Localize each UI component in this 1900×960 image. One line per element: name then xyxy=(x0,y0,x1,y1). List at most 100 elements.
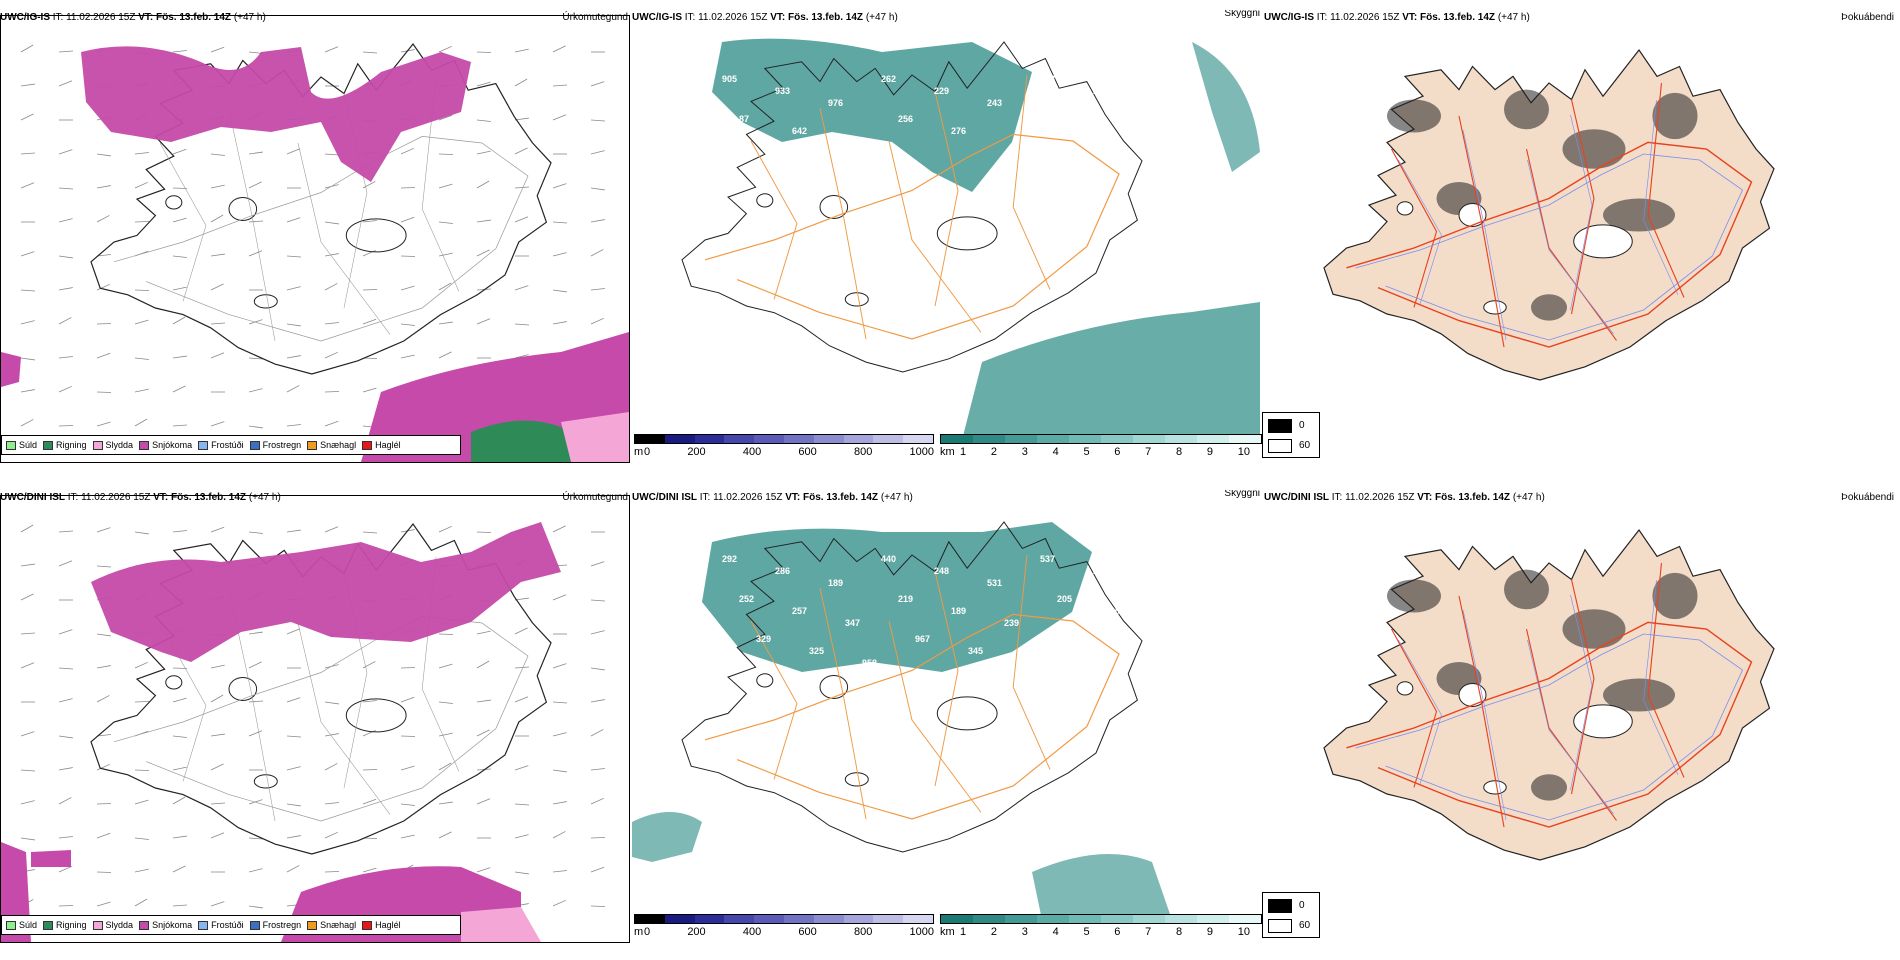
legend-item: Snjókoma xyxy=(139,440,192,450)
wind-barb xyxy=(325,154,339,155)
wind-barb xyxy=(515,697,528,702)
visibility-scale-bar xyxy=(940,434,1262,444)
legend-label: Rigning xyxy=(56,920,87,930)
wind-barb xyxy=(173,866,186,872)
road-network xyxy=(298,623,390,814)
scale-tick-label: 2 xyxy=(991,926,997,938)
visibility-value-label: 933 xyxy=(775,86,790,96)
fog-cell xyxy=(1504,570,1549,610)
wind-barb xyxy=(591,798,604,804)
wind-barb xyxy=(173,386,186,392)
wind-barb xyxy=(477,120,491,121)
wind-barb xyxy=(135,662,148,668)
legend-swatch xyxy=(198,921,208,930)
legend-label: Snæhagl xyxy=(320,920,356,930)
fog-index-map xyxy=(1304,520,1864,950)
wind-barb xyxy=(59,288,73,290)
wind-barb xyxy=(325,47,338,52)
wind-barb xyxy=(59,317,71,324)
precip-type-panel-row1: UWC/IG-IS IT: 11.02.2026 15Z VT: Fös. 13… xyxy=(0,10,630,480)
forecast-offset: (+47 h) xyxy=(866,12,898,23)
scale-segment xyxy=(844,915,874,923)
wind-barb xyxy=(553,770,567,772)
road-network xyxy=(751,141,797,299)
sleet-area xyxy=(461,907,541,942)
legend-swatch xyxy=(93,441,103,450)
wind-barb xyxy=(439,664,452,668)
wind-barb xyxy=(173,356,187,358)
wind-barb xyxy=(97,833,110,838)
visibility-value-label: 286 xyxy=(775,566,790,576)
visibility-panel-row2: UWC/DINI ISL IT: 11.02.2026 15Z VT: Fös.… xyxy=(632,490,1262,960)
scale-segment xyxy=(754,435,784,443)
fog-index-map xyxy=(1304,40,1864,470)
wind-barb xyxy=(363,221,377,222)
legend-label: Haglél xyxy=(375,920,401,930)
wind-barb xyxy=(591,700,605,702)
wind-barb xyxy=(21,114,34,120)
glacier-outline xyxy=(757,674,773,687)
scale-segment xyxy=(814,435,844,443)
road-network xyxy=(229,110,275,341)
wind-barb xyxy=(439,222,453,223)
wind-barb xyxy=(21,525,33,532)
wind-barb xyxy=(97,666,111,668)
elevation-scale-unit: m xyxy=(634,446,643,458)
fog-cell xyxy=(1563,609,1626,649)
panel-title: Þokuábendi xyxy=(1841,490,1894,506)
visibility-value-label: 276 xyxy=(951,126,966,136)
valid-time: VT: Fös. 13.feb. 14Z xyxy=(785,492,878,503)
scale-tick-label: 3 xyxy=(1022,926,1028,938)
wind-barb xyxy=(173,287,187,290)
visibility-map: 2922861894402485315372233862522573472191… xyxy=(632,512,1262,920)
fog-cell xyxy=(1531,774,1567,800)
wind-barb xyxy=(21,564,35,566)
visibility-value-label: 345 xyxy=(968,646,983,656)
precip-type-map xyxy=(1,32,629,462)
wind-barb xyxy=(59,531,73,532)
wind-barb xyxy=(173,767,187,770)
low-visibility-area xyxy=(632,812,702,862)
scale-segment xyxy=(941,915,973,923)
fog-cell xyxy=(1563,129,1626,169)
glacier-outline xyxy=(1397,682,1413,695)
wind-barb xyxy=(97,422,110,426)
wind-barb xyxy=(173,218,186,222)
legend-item: Rigning xyxy=(43,920,87,930)
scale-tick-label: 200 xyxy=(687,926,705,938)
wind-barb xyxy=(325,702,339,704)
wind-barb xyxy=(173,797,185,804)
wind-barb xyxy=(21,390,35,392)
wind-barb xyxy=(591,289,605,290)
wind-barb xyxy=(591,220,605,222)
visibility-value-label: 262 xyxy=(881,74,896,84)
wind-barb xyxy=(553,222,567,223)
wind-barb xyxy=(477,661,489,668)
forecast-offset: (+47 h) xyxy=(1498,12,1530,23)
scale-tick-label: 800 xyxy=(854,446,872,458)
wind-barb xyxy=(439,46,452,52)
visibility-value-label: 958 xyxy=(862,658,877,668)
wind-barb xyxy=(477,631,491,634)
wind-barb xyxy=(401,835,415,838)
scale-segment xyxy=(1069,915,1101,923)
wind-barb xyxy=(553,831,565,838)
wind-barb xyxy=(249,251,262,256)
glacier-outline xyxy=(937,217,997,250)
wind-barb xyxy=(287,629,300,634)
wind-barb xyxy=(287,287,301,290)
wind-barb xyxy=(325,222,339,224)
scale-segment xyxy=(724,435,754,443)
wind-barb xyxy=(249,701,263,702)
scale-tick-label: 200 xyxy=(687,446,705,458)
wind-barb xyxy=(21,594,34,600)
wind-barb xyxy=(515,49,529,52)
low-visibility-area xyxy=(962,302,1260,440)
wind-barb xyxy=(59,768,73,770)
wind-barb xyxy=(363,701,377,702)
wind-barb xyxy=(249,632,263,634)
legend-label: Snjókoma xyxy=(152,440,192,450)
wind-barb xyxy=(515,187,529,188)
wind-barb xyxy=(97,215,109,222)
wind-barb xyxy=(325,803,339,804)
